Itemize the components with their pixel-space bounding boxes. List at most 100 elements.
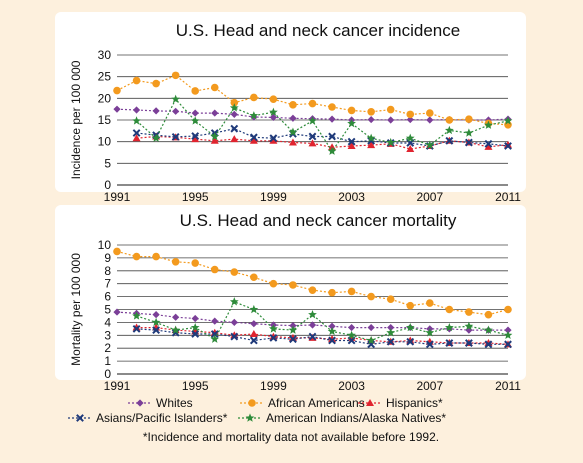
data-point: [191, 314, 199, 323]
data-point: [426, 109, 434, 117]
data-point: [230, 124, 239, 133]
data-point: [113, 86, 121, 95]
data-point: [445, 305, 454, 314]
legend-label: American Indians/Alaska Natives*: [266, 411, 446, 425]
data-point: [406, 337, 415, 346]
y-tick-label: 8: [104, 264, 111, 278]
data-point: [288, 127, 298, 136]
data-point: [132, 134, 141, 142]
data-point: [288, 138, 297, 146]
data-point: [132, 324, 141, 333]
data-point: [328, 336, 336, 345]
data-point: [269, 136, 278, 144]
data-point: [464, 128, 474, 137]
x-tick-label: 1995: [182, 190, 209, 204]
data-point: [484, 340, 493, 349]
data-point: [211, 109, 219, 117]
data-point: [171, 328, 180, 337]
data-point: [249, 330, 258, 338]
x-tick-label: 1991: [104, 190, 131, 204]
data-point: [328, 322, 336, 330]
y-tick-label: 0: [104, 178, 111, 192]
legend: Whites African Americans Hispanics* Asians/…: [68, 396, 446, 425]
chart-mortality: U.S. Head and neck cancer mortality 01234…: [69, 211, 521, 393]
data-point: [152, 107, 160, 115]
data-point: [190, 322, 200, 332]
data-point: [249, 336, 258, 345]
footnote: *Incidence and mortality data not availa…: [143, 430, 439, 444]
y-tick-label: 20: [98, 91, 112, 105]
series-american-indians-alaska-natives: [132, 297, 513, 345]
data-point: [465, 326, 473, 334]
y-tick-label: 7: [104, 277, 111, 291]
y-tick-label: 15: [98, 113, 112, 127]
data-point: [465, 308, 473, 316]
data-point: [445, 136, 454, 145]
data-point: [269, 279, 278, 288]
data-point: [347, 106, 356, 115]
data-point: [249, 304, 259, 314]
data-point: [132, 311, 141, 320]
data-point: [191, 135, 200, 143]
data-point: [366, 133, 376, 142]
data-point: [171, 132, 180, 141]
data-point: [484, 142, 493, 150]
data-point: [386, 137, 396, 147]
data-point: [308, 116, 317, 125]
data-point: [504, 305, 512, 314]
data-point: [211, 317, 219, 325]
data-point: [210, 131, 220, 141]
mortality-panel-bg: [55, 205, 526, 380]
y-tick-label: 30: [98, 48, 112, 62]
data-point: [210, 334, 220, 343]
data-point: [406, 301, 415, 310]
data-point: [269, 332, 278, 340]
x-tick-label: 1999: [260, 379, 287, 393]
data-point: [504, 326, 512, 334]
data-point: [425, 340, 434, 349]
data-point: [328, 132, 336, 141]
y-tick-label: 3: [104, 328, 111, 342]
data-point: [367, 141, 376, 149]
y-tick-label: 2: [104, 341, 111, 355]
data-point: [289, 281, 297, 289]
data-point: [484, 325, 493, 334]
data-point: [464, 339, 473, 347]
data-point: [504, 140, 512, 148]
data-point: [210, 265, 219, 274]
data-point: [229, 103, 239, 112]
legend-label: Asians/Pacific Islanders*: [96, 411, 228, 425]
y-axis-label: Mortality per 100 000: [69, 253, 83, 366]
y-tick-label: 5: [104, 303, 111, 317]
data-point: [347, 118, 356, 128]
y-tick-label: 0: [104, 367, 111, 381]
series-asians-pacific-islanders: [132, 124, 512, 150]
y-tick-label: 25: [98, 70, 112, 84]
y-tick-label: 10: [98, 135, 112, 149]
data-point: [347, 142, 356, 149]
data-point: [230, 318, 238, 326]
data-point: [327, 146, 337, 155]
data-point: [229, 297, 239, 306]
y-tick-label: 5: [104, 156, 111, 170]
data-point: [406, 110, 415, 119]
data-point: [250, 273, 258, 282]
data-point: [464, 138, 473, 147]
series-line: [136, 301, 509, 342]
series-line: [136, 98, 509, 153]
data-point: [132, 252, 141, 261]
series-asians-pacific-islanders: [132, 324, 512, 349]
data-point: [171, 325, 181, 334]
data-point: [230, 332, 239, 341]
data-point: [405, 133, 415, 142]
data-point: [289, 101, 297, 109]
series-african-americans: [113, 71, 512, 129]
data-point: [230, 110, 238, 118]
data-point: [367, 323, 375, 332]
data-point: [308, 332, 317, 341]
data-point: [191, 330, 200, 338]
data-point: [504, 142, 512, 150]
data-point: [308, 139, 317, 147]
legend-label: Hispanics*: [386, 396, 443, 410]
